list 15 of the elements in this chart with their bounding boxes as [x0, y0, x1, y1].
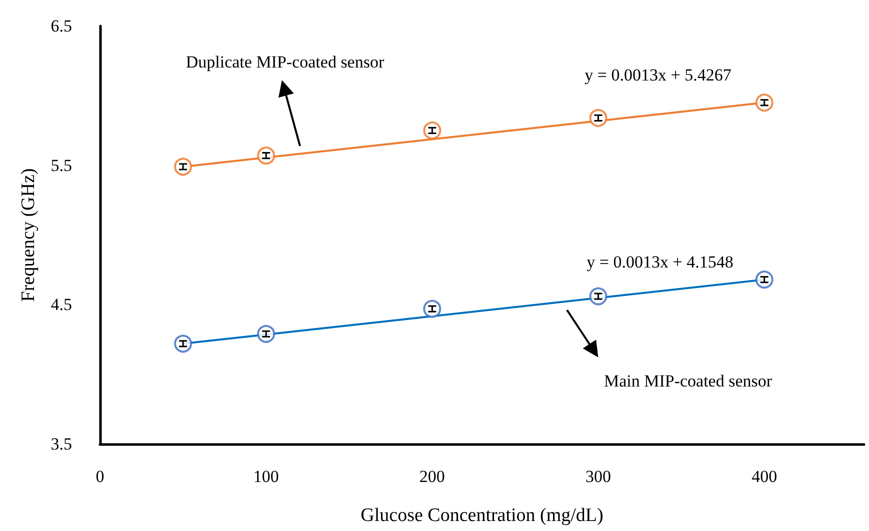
x-tick-label: 100	[253, 467, 279, 486]
y-tick-label: 4.5	[50, 295, 72, 314]
x-tick-label: 200	[419, 467, 445, 486]
x-tick-label: 300	[586, 467, 612, 486]
annotation: Main MIP-coated sensor	[604, 372, 772, 390]
annotation: y = 0.0013x + 5.4267	[584, 66, 732, 84]
annotation: y = 0.0013x + 4.1548	[586, 252, 734, 272]
y-axis-title: Frequency (GHz)	[18, 168, 39, 302]
x-tick-label: 0	[96, 467, 104, 486]
y-tick-label: 5.5	[50, 156, 72, 175]
y-tick-label: 6.5	[50, 16, 72, 36]
annotation: Duplicate MIP-coated sensor	[186, 52, 384, 72]
y-tick-label: 3.5	[50, 434, 72, 454]
x-axis-title: Glucose Concentration (mg/dL)	[360, 505, 604, 526]
x-tick-label: 400	[752, 467, 778, 486]
